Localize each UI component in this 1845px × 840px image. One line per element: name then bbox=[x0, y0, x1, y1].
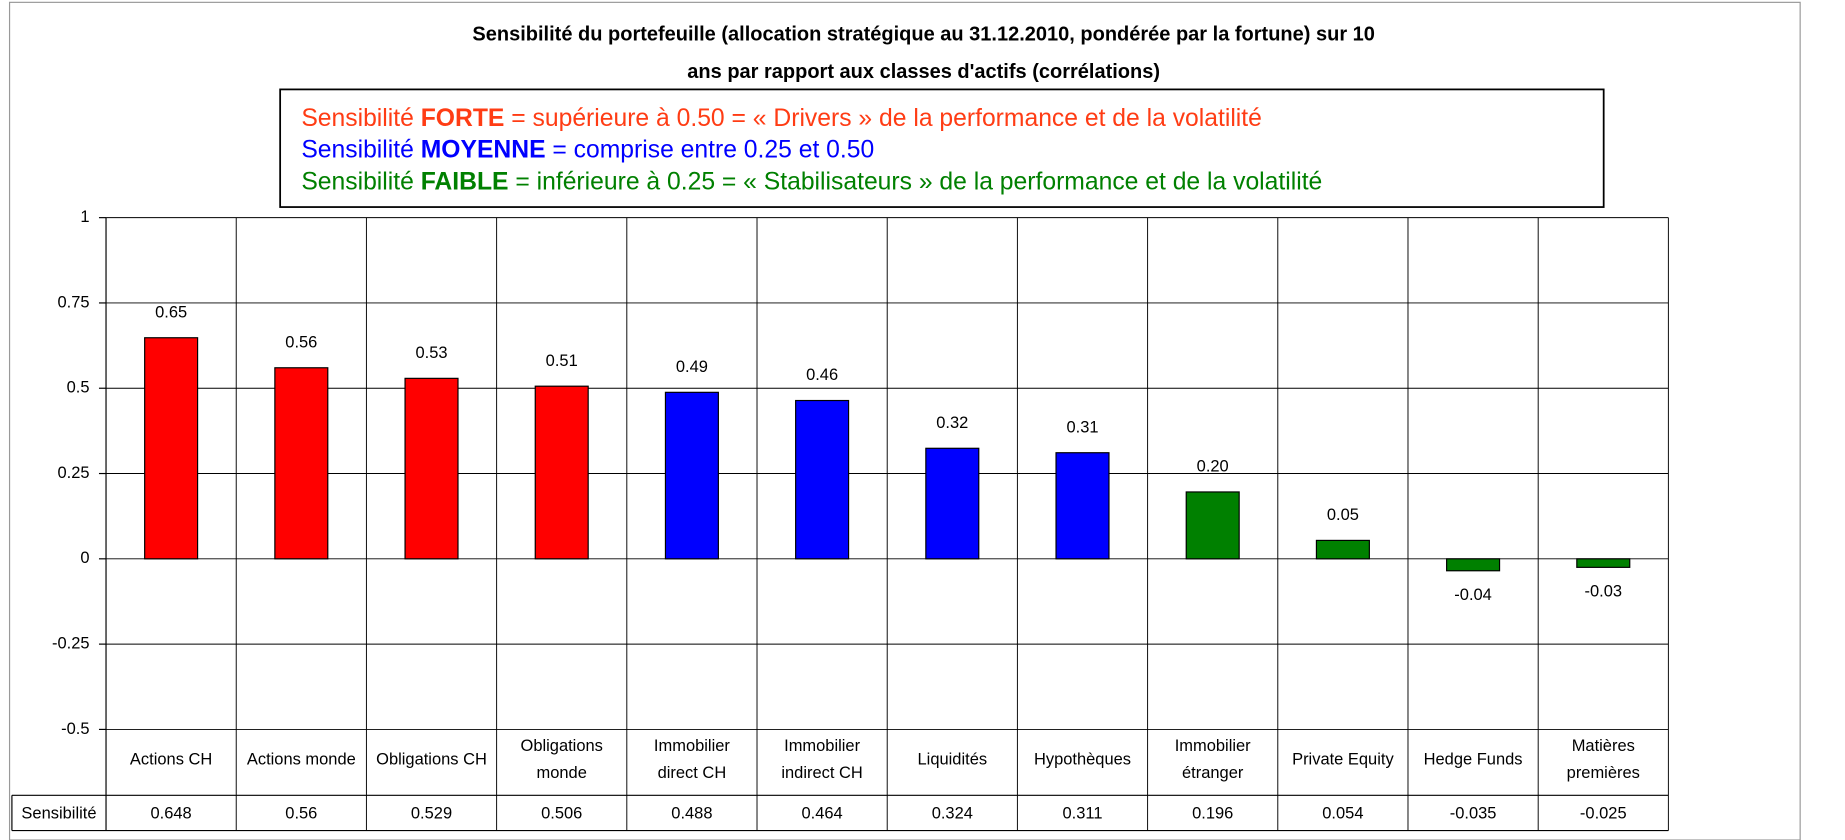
legend-rest: = comprise entre 0.25 et 0.50 bbox=[546, 136, 875, 163]
x-tick-label: Hedge Funds bbox=[1424, 750, 1523, 768]
legend-line: Sensibilité FORTE = supérieure à 0.50 = … bbox=[301, 104, 1262, 131]
bar bbox=[1055, 452, 1110, 560]
y-tick-label: 1 bbox=[80, 208, 89, 226]
x-tick-label: indirect CH bbox=[781, 764, 862, 782]
legend-bold: FAIBLE bbox=[421, 168, 509, 195]
x-tick-label: Matières bbox=[1572, 737, 1635, 755]
bar bbox=[144, 337, 199, 560]
bar bbox=[795, 399, 850, 560]
legend-box bbox=[279, 88, 1605, 208]
x-tick-label: Immobilier bbox=[654, 737, 730, 755]
table-value: 0.488 bbox=[671, 804, 712, 822]
data-label: 0.05 bbox=[1327, 506, 1359, 524]
table-value: 0.506 bbox=[541, 804, 582, 822]
data-label: 0.53 bbox=[415, 344, 447, 362]
data-label: 0.46 bbox=[806, 366, 838, 384]
table-row-label: Sensibilité bbox=[21, 804, 96, 822]
data-label: 0.31 bbox=[1066, 418, 1098, 436]
legend-bold: FORTE bbox=[421, 104, 505, 131]
x-tick-label: Actions monde bbox=[247, 750, 356, 768]
chart-frame bbox=[8, 1, 1801, 840]
data-label: -0.03 bbox=[1585, 582, 1623, 600]
data-label: 0.65 bbox=[155, 303, 187, 321]
y-tick-label: -0.5 bbox=[61, 720, 89, 738]
data-label: 0.49 bbox=[676, 358, 708, 376]
legend-line: Sensibilité MOYENNE = comprise entre 0.2… bbox=[301, 136, 874, 163]
x-tick-label: Hypothèques bbox=[1034, 750, 1131, 768]
bar bbox=[1185, 491, 1240, 560]
x-tick-label: monde bbox=[537, 764, 587, 782]
y-tick-label: -0.25 bbox=[52, 634, 90, 652]
x-tick-label: Immobilier bbox=[784, 737, 860, 755]
legend-prefix: Sensibilité bbox=[301, 136, 420, 163]
legend-line: Sensibilité FAIBLE = inférieure à 0.25 =… bbox=[301, 168, 1322, 195]
y-tick-label: 0.5 bbox=[67, 379, 90, 397]
table-value: 0.529 bbox=[411, 804, 452, 822]
data-label: -0.04 bbox=[1454, 586, 1492, 604]
x-tick-label: Private Equity bbox=[1292, 750, 1394, 768]
table-value: 0.648 bbox=[151, 804, 192, 822]
legend-bold: MOYENNE bbox=[421, 136, 546, 163]
chart-title: Sensibilité du portefeuille (allocation … bbox=[472, 24, 1374, 46]
table-value: 0.56 bbox=[285, 804, 317, 822]
bar bbox=[534, 385, 589, 560]
data-label: 0.32 bbox=[936, 414, 968, 432]
bar bbox=[1576, 558, 1631, 568]
y-tick-label: 0.75 bbox=[57, 293, 89, 311]
data-label: 0.51 bbox=[546, 352, 578, 370]
table-value: 0.311 bbox=[1063, 804, 1103, 822]
bar bbox=[664, 391, 719, 560]
x-tick-label: Obligations bbox=[521, 737, 603, 755]
bar bbox=[1315, 539, 1370, 560]
bar bbox=[404, 377, 459, 560]
legend-prefix: Sensibilité bbox=[301, 104, 420, 131]
table-value: 0.324 bbox=[932, 804, 973, 822]
y-tick-label: 0.25 bbox=[57, 464, 89, 482]
bar bbox=[925, 447, 980, 560]
table-value: 0.464 bbox=[801, 804, 842, 822]
bar bbox=[1446, 558, 1501, 572]
x-tick-label: direct CH bbox=[658, 764, 727, 782]
table-value: -0.025 bbox=[1580, 804, 1627, 822]
x-tick-label: Liquidités bbox=[918, 750, 988, 768]
data-label: 0.20 bbox=[1197, 458, 1229, 476]
x-tick-label: Obligations CH bbox=[376, 750, 487, 768]
table-value: -0.035 bbox=[1450, 804, 1497, 822]
x-tick-label: Immobilier bbox=[1175, 737, 1251, 755]
x-tick-label: premières bbox=[1567, 764, 1640, 782]
table-value: 0.196 bbox=[1192, 804, 1233, 822]
data-label: 0.56 bbox=[285, 333, 317, 351]
legend-rest: = inférieure à 0.25 = « Stabilisateurs »… bbox=[508, 168, 1322, 195]
legend-prefix: Sensibilité bbox=[301, 168, 420, 195]
table-value: 0.054 bbox=[1322, 804, 1363, 822]
x-tick-label: étranger bbox=[1182, 764, 1244, 782]
y-tick-label: 0 bbox=[80, 549, 89, 567]
legend-rest: = supérieure à 0.50 = « Drivers » de la … bbox=[504, 104, 1262, 131]
bar bbox=[274, 367, 329, 560]
x-tick-label: Actions CH bbox=[130, 750, 212, 768]
chart-title: ans par rapport aux classes d'actifs (co… bbox=[687, 61, 1160, 83]
